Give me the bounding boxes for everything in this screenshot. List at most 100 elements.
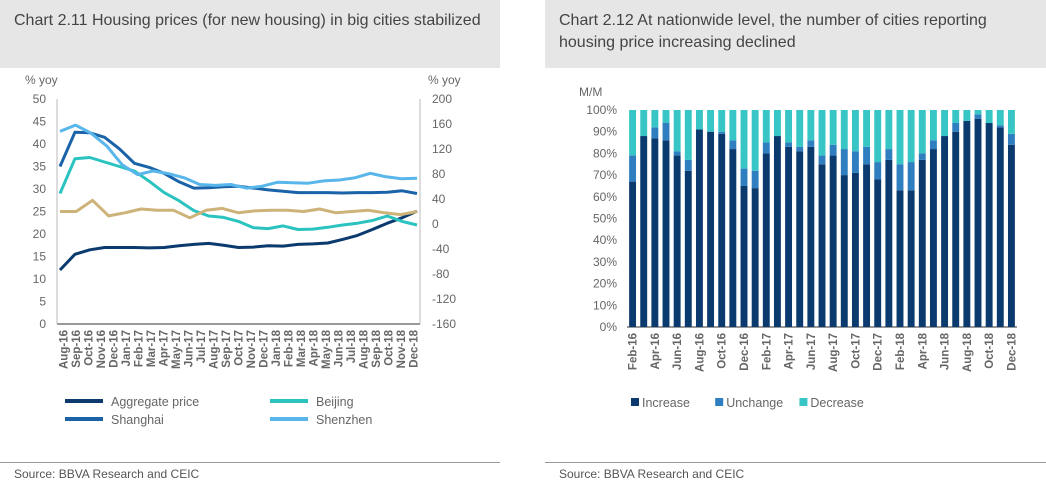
y-tick-label: 80% — [593, 146, 617, 160]
x-tick-label: Oct-17 — [850, 333, 862, 369]
bar-segment-unchange — [840, 149, 848, 176]
bar-segment-decrease — [718, 110, 726, 132]
bar-segment-increase — [863, 164, 871, 327]
legend-label: Unchange — [726, 396, 783, 410]
bar-segment-increase — [662, 140, 670, 327]
y-tick-label-left: 15 — [33, 250, 47, 264]
bar-segment-increase — [818, 164, 826, 327]
y-tick-label-right: -120 — [432, 292, 456, 306]
y-tick-label-left: 25 — [33, 205, 47, 219]
bar-segment-decrease — [673, 110, 681, 152]
y-tick-label: 60% — [593, 190, 617, 204]
bar-segment-decrease — [929, 110, 937, 141]
x-tick-label: Apr-16 — [650, 333, 662, 369]
bar-segment-decrease — [662, 110, 670, 124]
y-tick-label-left: 30 — [33, 182, 47, 196]
bar-segment-unchange — [629, 155, 637, 182]
line-chart: % yoy % yoy 0 5 10 15 20 25 30 35 40 45 50 -160 -120 -8… — [25, 73, 461, 427]
x-tick-label: Aug-18 — [359, 329, 371, 369]
bar-segment-unchange — [885, 149, 893, 160]
y-tick-label: 10% — [593, 298, 617, 312]
bar-segment-increase — [707, 131, 715, 327]
bar-segment-decrease — [885, 110, 893, 150]
bar-segment-unchange — [818, 155, 826, 165]
bar-segment-increase — [963, 120, 971, 327]
bar-segment-decrease — [640, 110, 648, 137]
bar-segment-increase — [651, 138, 659, 327]
bar-segment-increase — [673, 155, 681, 327]
x-tick-label: Oct-16 — [83, 330, 95, 366]
source-note: Source: BBVA Research and CEIC — [559, 467, 745, 481]
legend-label: Increase — [642, 396, 690, 410]
x-tick-label: Aug-16 — [694, 333, 706, 372]
x-tick-label: Sep-16 — [71, 330, 83, 368]
bar-segment-unchange — [651, 127, 659, 139]
bar-segment-unchange — [718, 131, 726, 134]
bar-segment-increase — [851, 172, 859, 327]
divider — [0, 462, 500, 463]
bar-segment-decrease — [829, 110, 837, 145]
y-tick-label-right: -80 — [432, 267, 450, 281]
bar-segment-unchange — [785, 142, 793, 147]
bar-segment-unchange — [952, 123, 960, 132]
y-tick-label-left: 35 — [33, 160, 47, 174]
bar-segment-decrease — [818, 110, 826, 156]
x-tick-label: Apr-17 — [784, 333, 796, 369]
unlabeled-series-line — [60, 198, 418, 220]
x-tick-label: Jun-18 — [334, 329, 346, 367]
bar-segment-decrease — [918, 110, 926, 154]
bar-segment-decrease — [974, 110, 982, 115]
bar-segment-decrease — [907, 110, 915, 163]
bar-segment-unchange — [796, 146, 804, 152]
x-tick-label: Nov-17 — [246, 330, 258, 368]
stacked-bar-chart: M/M 0% 10% 20% 30% 40% 50% 60% 70% 80% 90% 100% Feb-… — [579, 85, 1018, 410]
bar-segment-increase — [684, 170, 692, 327]
bar-segment-unchange — [673, 151, 681, 156]
bar-segment-unchange — [918, 153, 926, 160]
x-tick-label: Feb-16 — [628, 333, 640, 370]
bar-segment-decrease — [874, 110, 882, 163]
y-tick-label-left: 5 — [39, 295, 46, 309]
y-tick-label-right: -40 — [432, 242, 450, 256]
bar-segment-unchange — [751, 170, 759, 189]
bar-segment-increase — [918, 159, 926, 327]
legend-label: Shenzhen — [316, 413, 372, 427]
bar-segment-decrease — [840, 110, 848, 150]
x-tick-label: Oct-18 — [384, 329, 396, 365]
x-tick-label: Feb-17 — [133, 330, 145, 367]
x-tick-label: Oct-16 — [717, 333, 729, 369]
legend-swatch — [799, 398, 808, 406]
bar-segment-unchange — [874, 162, 882, 180]
bar-segment-unchange — [996, 125, 1004, 128]
y-tick-label-left: 40 — [33, 137, 47, 151]
bar-segment-increase — [718, 133, 726, 327]
y-tick-label: 70% — [593, 168, 617, 182]
legend-label: Shanghai — [111, 413, 164, 427]
x-tick-label: Jan-17 — [121, 330, 133, 366]
x-tick-label: Dec-17 — [259, 330, 271, 368]
y-tick-label: 90% — [593, 125, 617, 139]
x-tick-label: Apr-17 — [158, 330, 170, 366]
x-tick-label: Feb-18 — [895, 332, 907, 370]
bar-segment-increase — [885, 159, 893, 327]
bar-segment-increase — [629, 181, 637, 327]
y-tick-label-right: 200 — [432, 92, 452, 106]
y-tick-label-left: 50 — [33, 92, 47, 106]
x-tick-label: Aug-18 — [962, 332, 974, 372]
y-axis-label-right: % yoy — [428, 73, 461, 87]
y-tick-label: 40% — [593, 233, 617, 247]
bar-segment-increase — [874, 179, 882, 327]
y-tick-label: 20% — [593, 277, 617, 291]
legend-label: Beijing — [316, 395, 354, 409]
x-tick-label: Jun-18 — [940, 332, 952, 370]
y-tick-label-right: 120 — [432, 142, 452, 156]
x-tick-label: Aug-17 — [828, 333, 840, 372]
bar-segment-unchange — [729, 140, 737, 150]
divider — [545, 462, 1046, 463]
x-tick-label: Sep-17 — [221, 330, 233, 368]
bar-segment-increase — [974, 118, 982, 328]
x-tick-label: Dec-18 — [409, 329, 421, 367]
bar-segment-unchange — [929, 140, 937, 150]
bar-segment-decrease — [896, 110, 904, 165]
legend-label: Aggregate price — [111, 395, 199, 409]
